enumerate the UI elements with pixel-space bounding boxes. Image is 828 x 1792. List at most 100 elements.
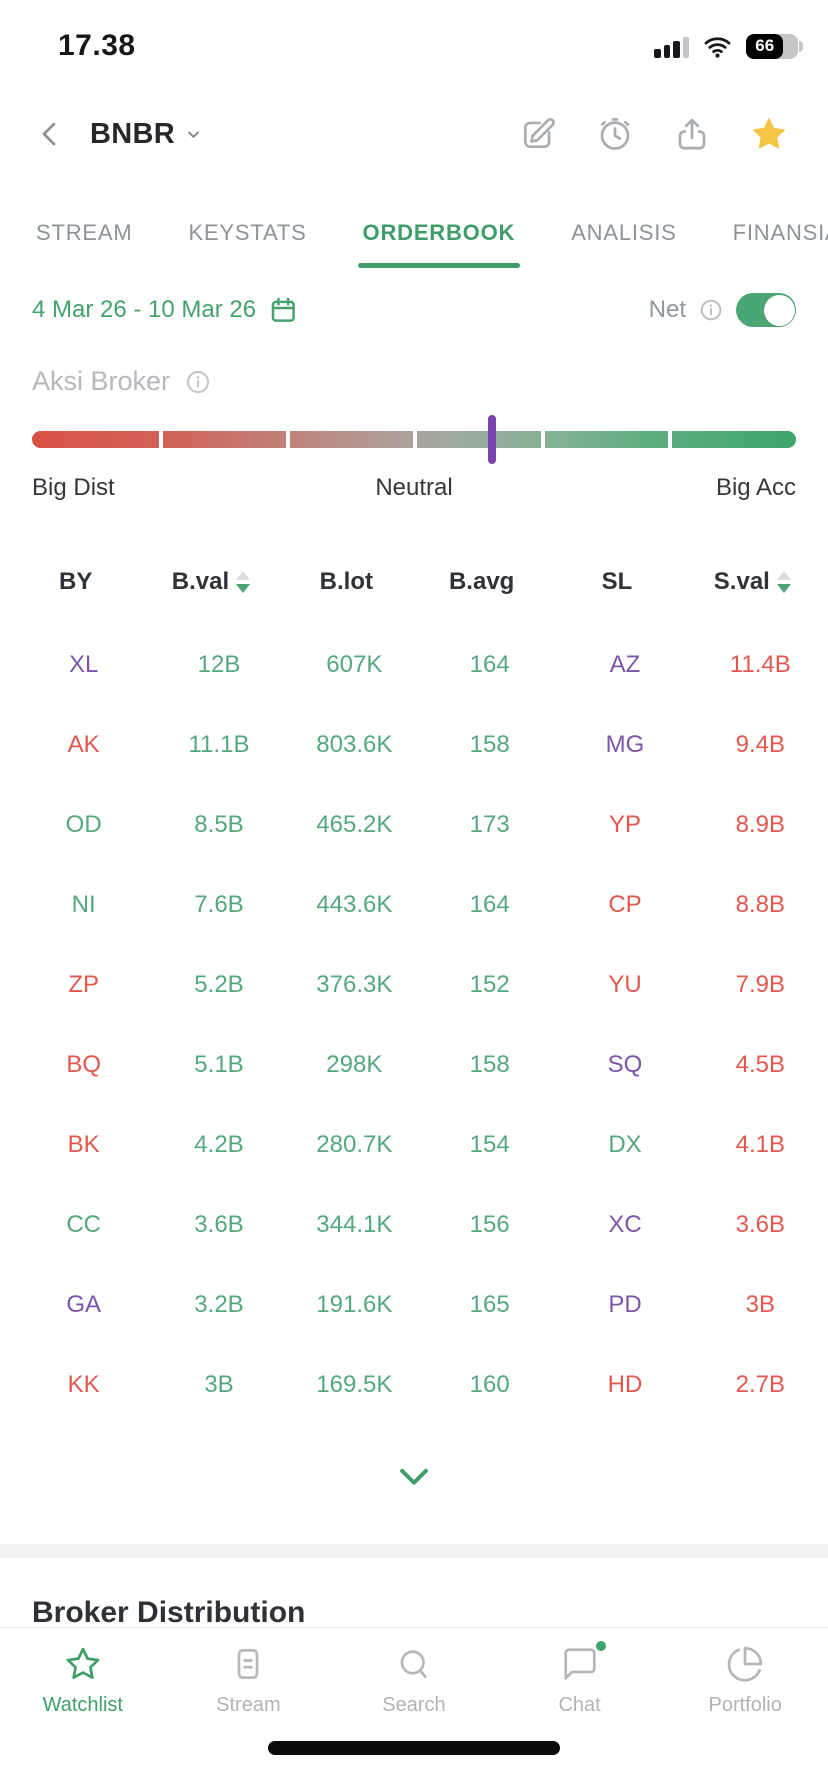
buy-broker-code[interactable]: NI — [71, 891, 96, 918]
page-title: BNBR — [90, 117, 175, 150]
buy-avg: 156 — [469, 1211, 510, 1238]
sell-broker-code[interactable]: CP — [608, 891, 642, 918]
buy-lot: 169.5K — [316, 1371, 393, 1398]
col-by: BY — [58, 568, 93, 595]
home-indicator[interactable] — [268, 1741, 560, 1755]
sell-broker-code[interactable]: MG — [605, 731, 645, 758]
orderbook-rows: XL 12B 607K 164 AZ 11.4B AK 11.1B 803.6K… — [8, 625, 820, 1425]
buy-avg: 154 — [469, 1131, 510, 1158]
nav-item-search[interactable]: Search /* label bound below via explicit… — [331, 1628, 497, 1792]
buy-broker-code[interactable]: GA — [66, 1291, 101, 1318]
buy-lot: 191.6K — [316, 1291, 393, 1318]
orderbook-row[interactable]: CC 3.6B 344.1K 156 XC 3.6B — [16, 1185, 828, 1265]
gauge-gradient-bar — [32, 431, 796, 448]
sell-value: 3.6B — [735, 1211, 785, 1238]
tab-bar: STREAM KEYSTATS ORDERBOOK ANALISIS FINANSIAL — [0, 212, 828, 268]
info-icon[interactable] — [698, 297, 724, 323]
scale-label-neutral: Neutral — [375, 474, 453, 501]
tab[interactable]: ORDERBOOK — [357, 212, 520, 268]
buy-lot: 298K — [326, 1051, 383, 1078]
col-sl: SL — [601, 568, 633, 595]
expand-chevron-icon[interactable] — [395, 1466, 433, 1490]
buy-broker-code[interactable]: BQ — [66, 1051, 101, 1078]
sell-broker-code[interactable]: XC — [608, 1211, 642, 1238]
info-icon[interactable] — [184, 368, 212, 396]
orderbook-row[interactable]: BQ 5.1B 298K 158 SQ 4.5B — [16, 1025, 828, 1105]
buy-value: 12B — [197, 651, 241, 678]
buy-value: 3.6B — [194, 1211, 244, 1238]
buy-broker-code[interactable]: KK — [67, 1371, 100, 1398]
nav-item-portfolio[interactable]: Portfolio — [662, 1628, 828, 1792]
col-blot: B.lot — [319, 568, 373, 595]
net-toggle[interactable] — [736, 293, 796, 327]
toggle-knob — [763, 294, 795, 326]
sell-value: 8.9B — [735, 811, 785, 838]
sell-broker-code[interactable]: PD — [608, 1291, 642, 1318]
tab[interactable]: FINANSIAL — [732, 220, 828, 245]
watchlist-star-icon — [66, 1647, 100, 1679]
col-bval[interactable]: B.val — [143, 568, 278, 596]
status-icons: 66 — [654, 33, 803, 59]
nav-item-stream[interactable]: Stream — [166, 1628, 332, 1792]
sell-broker-code[interactable]: HD — [607, 1371, 643, 1398]
orderbook-row[interactable]: KK 3B 169.5K 160 HD 2.7B — [16, 1345, 828, 1425]
orderbook-row[interactable]: XL 12B 607K 164 AZ 11.4B — [16, 625, 828, 705]
orderbook-row[interactable]: OD 8.5B 465.2K 173 YP 8.9B — [16, 785, 828, 865]
nav-item-chat[interactable]: Chat — [497, 1628, 663, 1792]
broker-action-header: Aksi Broker — [32, 366, 212, 397]
buy-lot: 465.2K — [316, 811, 393, 838]
buy-value: 11.1B — [188, 731, 250, 758]
nav-label: Chat — [558, 1694, 601, 1716]
sell-broker-code[interactable]: AZ — [609, 651, 641, 678]
buy-broker-code[interactable]: BK — [67, 1131, 100, 1158]
date-range-picker[interactable]: 4 Mar 26 - 10 Mar 26 — [32, 295, 298, 325]
status-time: 17.38 — [58, 29, 136, 62]
back-icon[interactable] — [34, 118, 66, 150]
chat-badge — [595, 1641, 606, 1651]
broker-action-title: Aksi Broker — [32, 366, 171, 396]
orderbook-row[interactable]: GA 3.2B 191.6K 165 PD 3B — [16, 1265, 828, 1345]
bottom-nav: Watchlist Stream Search /* label bound b… — [0, 1627, 828, 1792]
wifi-icon — [704, 37, 731, 58]
sell-value: 4.1B — [735, 1131, 785, 1158]
orderbook-row[interactable]: NI 7.6B 443.6K 164 CP 8.8B — [16, 865, 828, 945]
tab[interactable]: ANALISIS — [571, 220, 677, 245]
symbol-selector[interactable]: BNBR — [90, 118, 203, 151]
buy-broker-code[interactable]: ZP — [68, 971, 99, 998]
nav-label: Stream — [216, 1694, 281, 1716]
buy-value: 3.2B — [194, 1291, 244, 1318]
battery-icon: 66 — [746, 33, 803, 59]
cellular-signal-icon — [654, 35, 689, 58]
buy-lot: 376.3K — [316, 971, 393, 998]
sell-broker-code[interactable]: YP — [608, 811, 641, 838]
col-sval[interactable]: S.val — [685, 568, 820, 596]
edit-icon[interactable] — [519, 115, 557, 153]
share-icon[interactable] — [673, 115, 711, 153]
alarm-icon[interactable] — [596, 115, 634, 153]
chat-icon — [563, 1648, 596, 1680]
sell-broker-code[interactable]: SQ — [607, 1051, 643, 1078]
sell-broker-code[interactable]: DX — [608, 1131, 642, 1158]
section-divider — [0, 1544, 828, 1558]
sort-icon — [236, 571, 251, 593]
scale-label-big-dist: Big Dist — [32, 474, 115, 501]
tab[interactable]: KEYSTATS — [188, 220, 307, 245]
nav-item-watchlist[interactable]: Watchlist — [0, 1628, 166, 1792]
orderbook-row[interactable]: BK 4.2B 280.7K 154 DX 4.1B — [16, 1105, 828, 1185]
net-label: Net — [648, 296, 686, 323]
buy-broker-code[interactable]: AK — [67, 731, 100, 758]
favorite-star-icon[interactable] — [750, 115, 788, 153]
buy-broker-code[interactable]: OD — [65, 811, 102, 838]
sell-value: 3B — [745, 1291, 775, 1318]
buy-broker-code[interactable]: XL — [68, 651, 99, 678]
buy-lot: 803.6K — [316, 731, 393, 758]
col-bval-label: B.val — [171, 568, 230, 595]
buy-broker-code[interactable]: CC — [66, 1211, 101, 1238]
sell-broker-code[interactable]: YU — [608, 971, 642, 998]
status-bar: 17.38 66 — [0, 24, 828, 68]
buy-avg: 158 — [469, 1051, 510, 1078]
tab[interactable]: STREAM — [36, 220, 133, 245]
orderbook-row[interactable]: ZP 5.2B 376.3K 152 YU 7.9B — [16, 945, 828, 1025]
orderbook-row[interactable]: AK 11.1B 803.6K 158 MG 9.4B — [16, 705, 828, 785]
